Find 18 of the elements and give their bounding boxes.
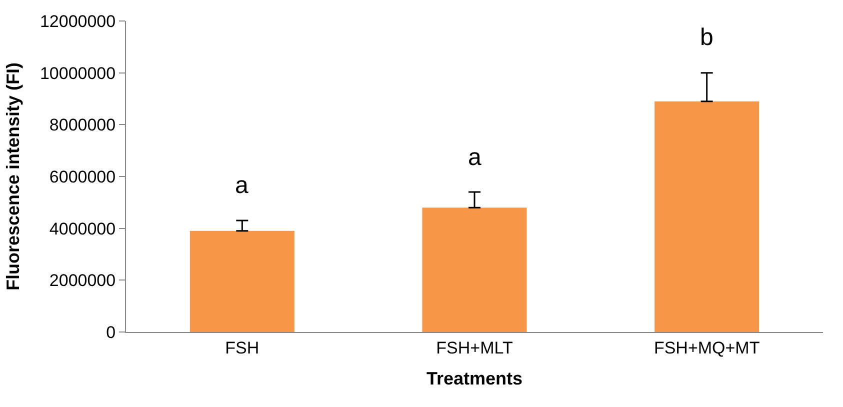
x-axis-title: Treatments	[426, 368, 523, 388]
bar	[654, 101, 760, 332]
y-tick-label: 10000000	[40, 64, 116, 83]
y-axis-title: Fluorescence intensity (FI)	[3, 62, 24, 291]
y-tick-label: 12000000	[40, 12, 116, 31]
bar	[190, 230, 294, 332]
annotation: b	[700, 24, 714, 51]
y-tick-label: 6000000	[49, 167, 116, 186]
x-tick-label: FSH+MQ+MT	[654, 338, 760, 358]
y-tick-label: 0	[106, 322, 116, 342]
x-tick-label: FSH+MLT	[436, 338, 513, 358]
bar	[422, 208, 527, 332]
y-tick-label: 2000000	[49, 271, 116, 290]
annotation: a	[235, 172, 249, 199]
x-tick-label: FSH	[225, 338, 260, 358]
y-tick-label: 8000000	[49, 116, 116, 135]
annotation: a	[468, 144, 482, 171]
y-tick-label: 4000000	[49, 219, 116, 238]
